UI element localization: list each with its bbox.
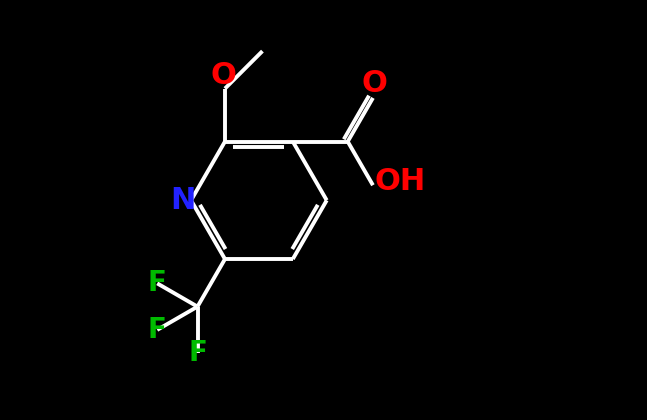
Text: F: F (148, 316, 167, 344)
Text: N: N (170, 186, 195, 215)
Text: O: O (361, 69, 387, 98)
Text: OH: OH (375, 168, 426, 197)
Text: O: O (211, 61, 237, 90)
Text: F: F (188, 339, 207, 367)
Text: F: F (148, 269, 167, 297)
